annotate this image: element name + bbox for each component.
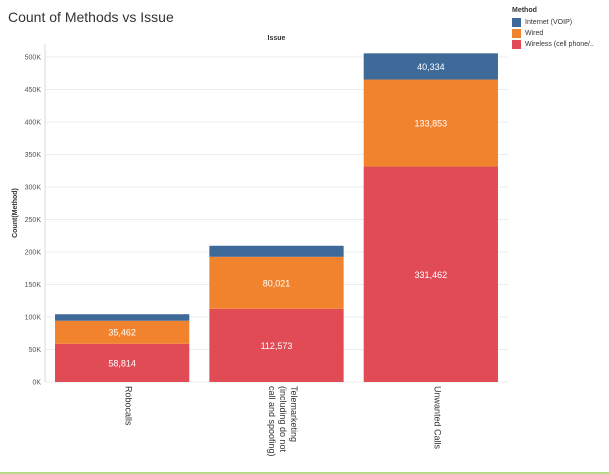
category-label-telemarketing: call and spoofing) <box>267 386 277 457</box>
legend-label-internet: Internet (VOIP) <box>525 19 573 26</box>
legend-item-wired[interactable]: Wired <box>512 28 609 39</box>
bar-segment-robocalls-wired <box>55 320 190 344</box>
y-tick-label: 200K <box>25 250 42 257</box>
legend-label-wireless: Wireless (cell phone/.. <box>525 41 594 48</box>
legend[interactable]: Method Internet (VOIP) Wired Wireless (c… <box>512 7 609 50</box>
category-label-telemarketing: (including do not <box>278 386 288 453</box>
data-label-unwanted-calls-wired: 133,853 <box>415 119 448 129</box>
data-label-telemarketing-wireless: 112,573 <box>261 341 293 351</box>
y-tick-label: 350K <box>25 152 42 159</box>
bar-segment-robocalls-wireless <box>55 343 190 382</box>
data-label-unwanted-calls-internet: 40,334 <box>417 62 445 72</box>
bar-segment-telemarketing-wireless <box>209 308 344 382</box>
bar-segment-robocalls-internet <box>55 314 190 321</box>
legend-item-internet[interactable]: Internet (VOIP) <box>512 17 609 28</box>
legend-label-wired: Wired <box>525 30 544 37</box>
y-axis-label: Count(Method) <box>12 188 19 238</box>
data-label-robocalls-wired: 35,462 <box>108 328 136 338</box>
category-label-telemarketing: Telemarketing <box>289 386 299 442</box>
column-header: Issue <box>268 35 286 42</box>
y-tick-label: 0K <box>32 380 41 387</box>
data-label-unwanted-calls-wireless: 331,462 <box>415 270 448 280</box>
data-label-robocalls-wireless: 58,814 <box>108 358 136 368</box>
y-tick-label: 50K <box>29 347 42 354</box>
legend-swatch-wireless <box>512 40 521 49</box>
bar-segment-telemarketing-internet <box>209 245 344 257</box>
bar-segment-unwanted-calls-internet <box>363 53 498 80</box>
chart-title: Count of Methods vs Issue <box>8 9 174 25</box>
bar-segment-unwanted-calls-wireless <box>363 166 498 382</box>
legend-swatch-internet <box>512 18 521 27</box>
legend-title: Method <box>512 7 537 14</box>
data-label-telemarketing-wired: 80,021 <box>263 278 291 288</box>
y-tick-label: 250K <box>25 217 42 224</box>
category-label-unwanted-calls: Unwanted Calls <box>432 386 442 450</box>
y-tick-label: 300K <box>25 185 42 192</box>
y-tick-label: 100K <box>25 315 42 322</box>
y-tick-label: 500K <box>25 55 42 62</box>
y-tick-label: 400K <box>25 120 42 127</box>
category-label-robocalls: Robocalls <box>124 386 134 426</box>
y-tick-label: 150K <box>25 282 42 289</box>
bar-segment-unwanted-calls-wired <box>363 79 498 167</box>
bottom-divider <box>0 472 609 474</box>
legend-item-wireless[interactable]: Wireless (cell phone/.. <box>512 39 609 50</box>
bar-segment-telemarketing-wired <box>209 256 344 309</box>
y-tick-label: 450K <box>25 87 42 94</box>
legend-swatch-wired <box>512 29 521 38</box>
